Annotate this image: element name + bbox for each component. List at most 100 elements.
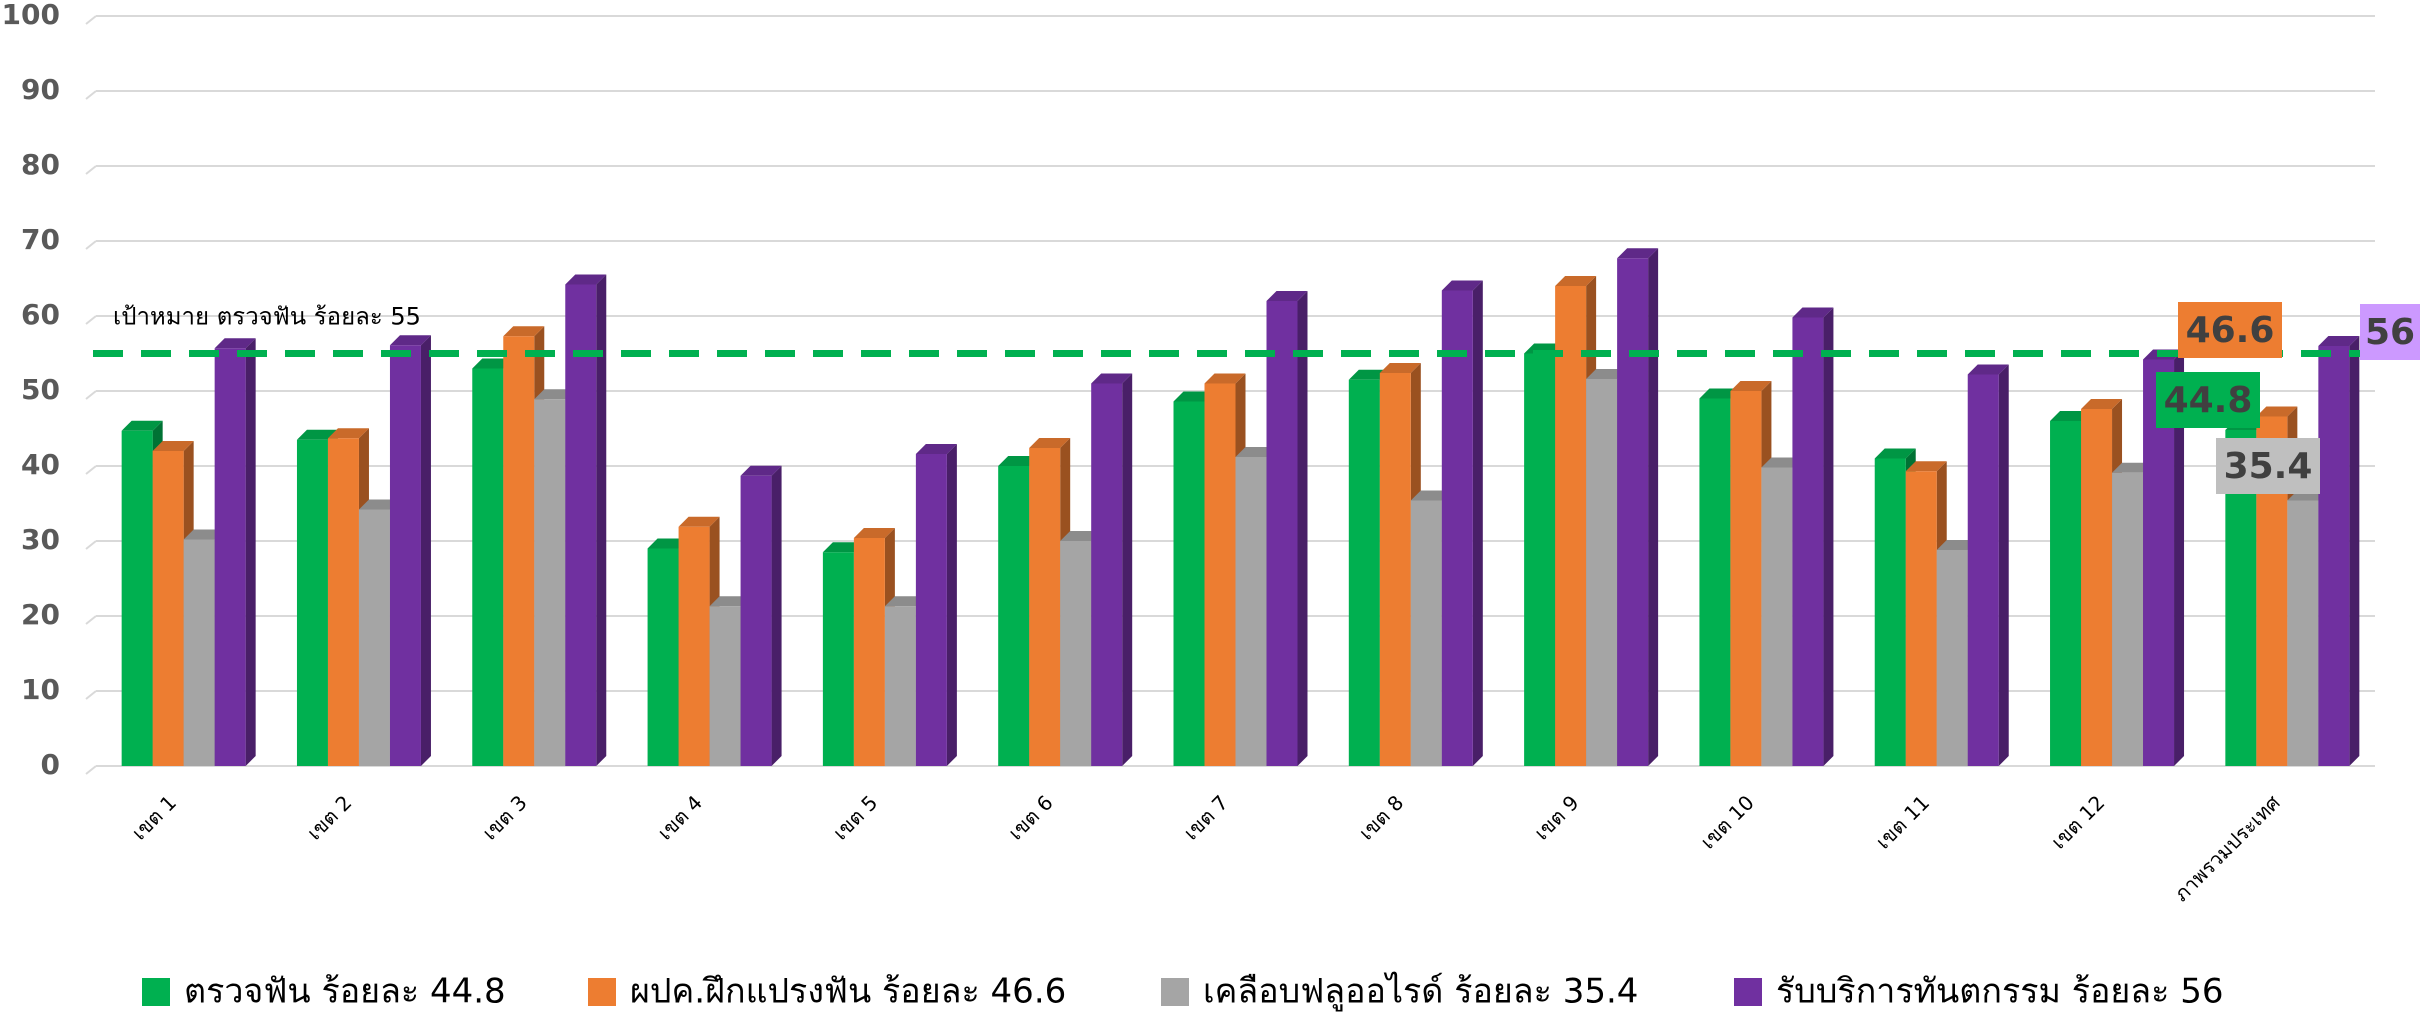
bar [1348, 379, 1380, 766]
y-tick-label: 20 [21, 598, 60, 631]
bar [1091, 383, 1123, 766]
bar [2050, 421, 2082, 766]
bar [1874, 458, 1906, 766]
y-tick-label: 10 [21, 673, 60, 706]
x-tick-label: เขต 6 [1003, 790, 1057, 844]
bar [1266, 301, 1298, 766]
legend-label: รับบริการทันตกรรม ร้อยละ 56 [1776, 972, 2223, 1012]
bar [152, 451, 184, 766]
bar-top [1410, 490, 1452, 501]
bar [1204, 383, 1236, 766]
x-tick-label: เขต 3 [478, 790, 532, 844]
data-label-box [2360, 304, 2420, 360]
bar-group [565, 274, 607, 766]
bar [1730, 391, 1762, 766]
bar [1936, 550, 1968, 766]
bar [1586, 379, 1618, 766]
bar-side [1122, 373, 1133, 766]
bar [1060, 541, 1092, 766]
bar [822, 552, 854, 766]
bar-top [534, 389, 576, 400]
bar-top [1699, 388, 1741, 399]
bar-top [296, 429, 338, 440]
bar [915, 454, 947, 766]
bar-top [358, 499, 400, 510]
tick-mark [85, 615, 97, 625]
bar [327, 438, 359, 766]
bar [1792, 317, 1824, 766]
tick-mark [85, 765, 97, 775]
x-tick-label: ภาพรวมประเทศ [2169, 790, 2285, 906]
tick-mark [85, 165, 97, 175]
bar-group [740, 465, 782, 766]
bar-top [884, 596, 926, 607]
bar-side [1998, 364, 2009, 766]
data-label: 35.4 [2224, 446, 2313, 487]
bar-side [245, 338, 256, 766]
bar [1617, 258, 1649, 766]
bar [1410, 500, 1442, 766]
y-tick-label: 80 [21, 148, 60, 181]
bar [1029, 448, 1061, 766]
bar [2287, 500, 2319, 766]
x-tick-label: เขต 12 [2046, 790, 2109, 853]
tick-mark [85, 390, 97, 400]
bar-side [1823, 307, 1834, 766]
data-label-box [2156, 372, 2260, 428]
bar-group [1091, 373, 1133, 766]
bar [214, 348, 246, 766]
bar-top [1379, 363, 1421, 373]
bar [1379, 373, 1411, 766]
bar-group [1617, 248, 1659, 766]
legend-swatch [142, 978, 170, 1006]
bar [358, 509, 390, 766]
bar-top [183, 529, 225, 540]
bar-top [1761, 457, 1803, 468]
bar-side [420, 335, 431, 766]
x-tick-label: เขต 1 [127, 790, 181, 844]
tick-mark [85, 690, 97, 700]
data-label-box [2178, 302, 2282, 358]
bar [998, 466, 1030, 766]
bar [565, 284, 597, 766]
legend-label: ผปค.ฝึกแปรงฟัน ร้อยละ 46.6 [630, 972, 1066, 1012]
bar-group [2318, 336, 2360, 766]
bar-top [647, 538, 689, 549]
bar [678, 526, 710, 766]
legend-swatch [1734, 978, 1762, 1006]
bar-top [2256, 406, 2298, 417]
bar-top [1204, 373, 1246, 384]
bar [884, 606, 916, 766]
bar-group [214, 338, 256, 766]
tick-mark [85, 90, 97, 100]
y-tick-label: 60 [21, 298, 60, 331]
bar-top [1029, 438, 1071, 448]
bar [1761, 467, 1793, 766]
bar [1699, 398, 1731, 766]
data-label: 44.8 [2164, 380, 2253, 421]
bar-top [1266, 291, 1308, 301]
bar-top [1967, 364, 2009, 375]
bar-top [740, 465, 782, 476]
tick-mark [85, 240, 97, 250]
bar-top [214, 338, 256, 349]
y-tick-label: 70 [21, 223, 60, 256]
bar-top [503, 326, 545, 337]
bar [853, 538, 885, 766]
bar-top [1792, 307, 1834, 318]
bar-top [709, 596, 751, 607]
bar-group [1792, 307, 1834, 766]
bar [709, 606, 741, 766]
bar-side [1648, 248, 1659, 766]
legend-label: ตรวจฟัน ร้อยละ 44.8 [184, 972, 506, 1012]
bar-group [389, 335, 431, 766]
bar [740, 475, 772, 766]
bar-top [389, 335, 431, 346]
bar [389, 345, 421, 766]
y-tick-label: 30 [21, 523, 60, 556]
x-tick-label: เขต 5 [828, 790, 882, 844]
bar [472, 368, 504, 766]
bar-top [121, 420, 163, 431]
bar [1235, 457, 1267, 766]
tick-mark [85, 540, 97, 550]
